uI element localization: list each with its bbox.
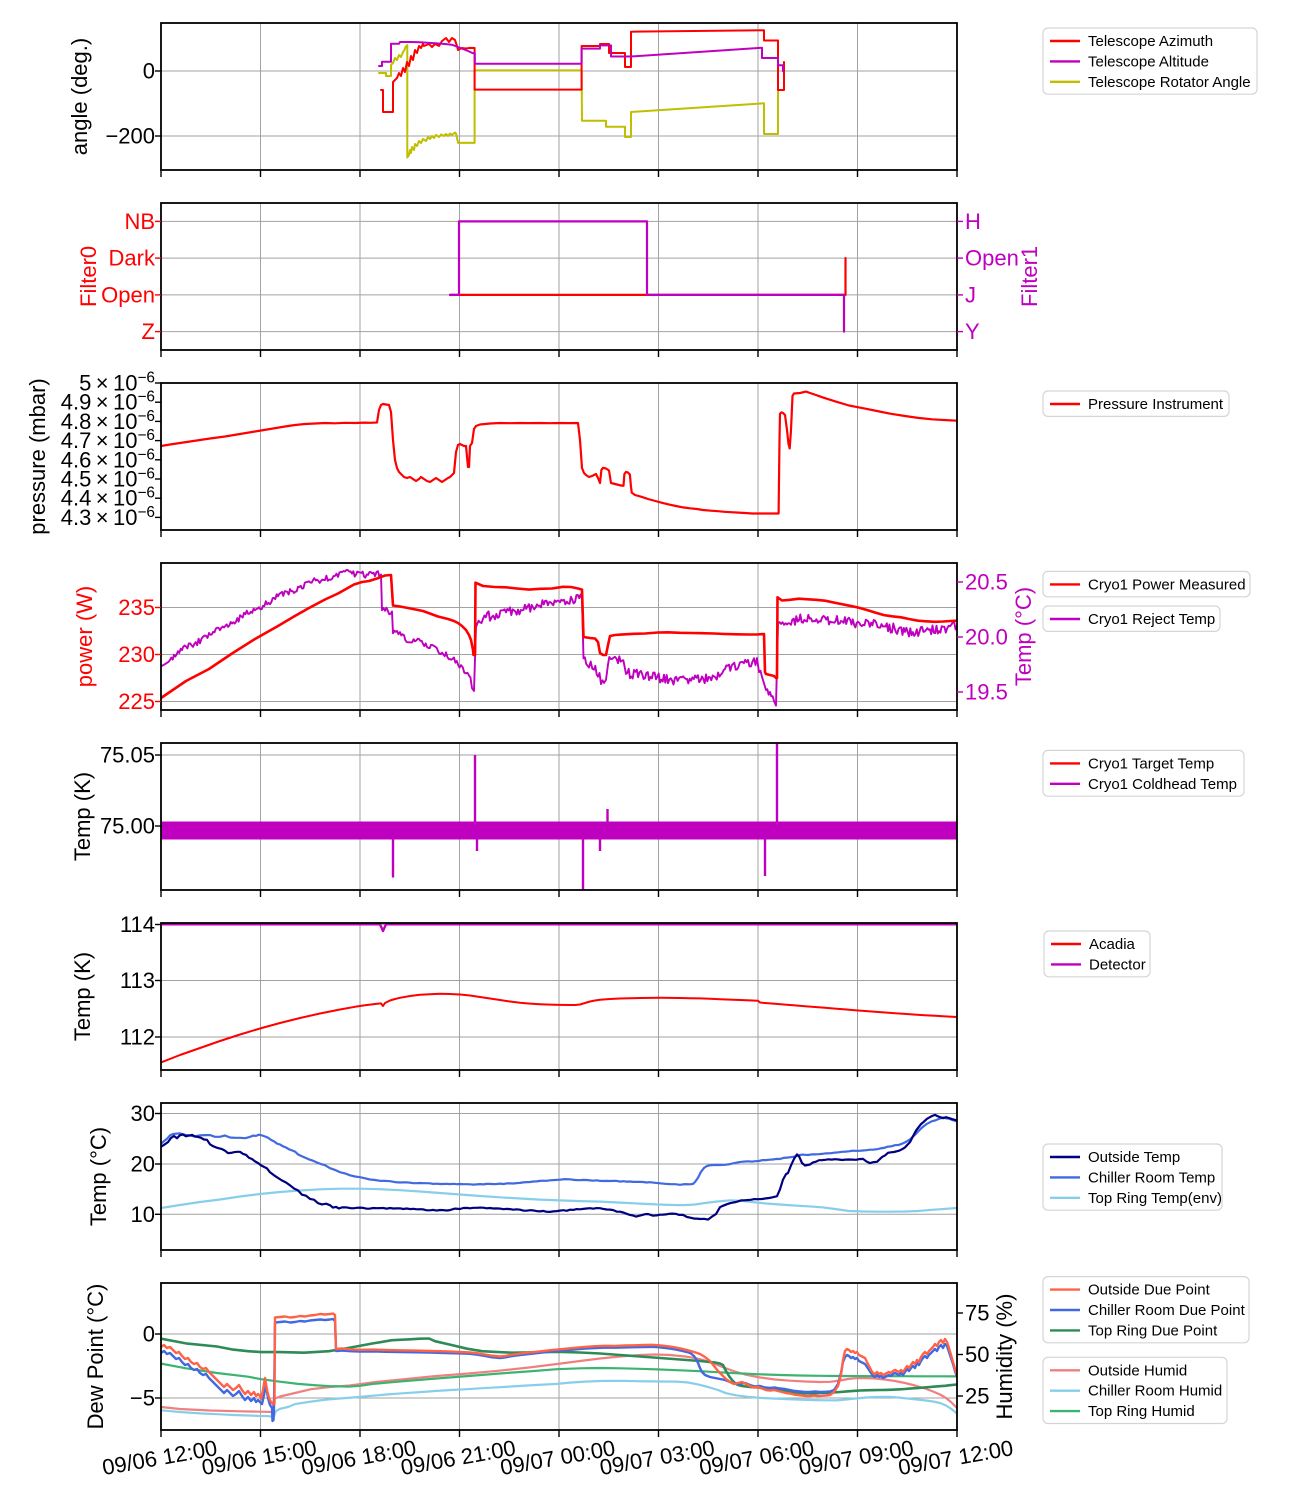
svg-text:Dew Point (°C): Dew Point (°C) [83, 1284, 108, 1430]
svg-text:50: 50 [965, 1342, 989, 1367]
svg-text:112: 112 [120, 1025, 155, 1050]
svg-text:75.00: 75.00 [100, 814, 155, 839]
svg-text:10: 10 [131, 1202, 155, 1227]
svg-text:Outside Due Point: Outside Due Point [1088, 1282, 1211, 1299]
svg-text:−5: −5 [130, 1386, 155, 1411]
svg-text:4.4 × 10−6: 4.4 × 10−6 [61, 485, 155, 511]
svg-text:230: 230 [118, 642, 155, 667]
svg-text:Chiller Room Humid: Chiller Room Humid [1088, 1383, 1222, 1400]
svg-text:−200: −200 [105, 124, 155, 149]
svg-text:19.5: 19.5 [965, 680, 1008, 705]
svg-text:Chiller Room Due Point: Chiller Room Due Point [1088, 1302, 1246, 1319]
svg-text:Acadia: Acadia [1089, 936, 1136, 953]
svg-text:Detector: Detector [1089, 956, 1146, 973]
svg-text:Y: Y [965, 319, 980, 344]
svg-text:Temp (K): Temp (K) [70, 952, 95, 1041]
svg-text:Cryo1 Reject Temp: Cryo1 Reject Temp [1088, 611, 1215, 628]
svg-text:Outside Temp: Outside Temp [1088, 1149, 1180, 1166]
svg-text:Telescope Azimuth: Telescope Azimuth [1088, 33, 1213, 50]
svg-text:Outside Humid: Outside Humid [1088, 1362, 1187, 1379]
svg-text:Telescope Altitude: Telescope Altitude [1088, 53, 1209, 70]
svg-text:Filter0: Filter0 [76, 246, 101, 307]
svg-text:Temp (K): Temp (K) [70, 772, 95, 861]
svg-text:J: J [965, 282, 976, 307]
svg-text:25: 25 [965, 1384, 989, 1409]
svg-text:NB: NB [124, 209, 155, 234]
svg-text:0: 0 [143, 1322, 155, 1347]
svg-text:Z: Z [142, 319, 155, 344]
svg-text:Top Ring Due Point: Top Ring Due Point [1088, 1322, 1218, 1339]
svg-text:Cryo1 Coldhead Temp: Cryo1 Coldhead Temp [1088, 776, 1237, 793]
svg-text:power (W): power (W) [72, 586, 97, 687]
svg-text:pressure (mbar): pressure (mbar) [25, 378, 50, 534]
svg-text:75: 75 [965, 1301, 989, 1326]
svg-text:Temp (°C): Temp (°C) [1011, 587, 1036, 686]
svg-text:Top Ring Temp(env): Top Ring Temp(env) [1088, 1190, 1222, 1207]
svg-text:Dark: Dark [109, 246, 156, 271]
svg-text:Top Ring Humid: Top Ring Humid [1088, 1403, 1195, 1420]
svg-text:75.05: 75.05 [100, 743, 155, 768]
svg-text:20.0: 20.0 [965, 625, 1008, 650]
svg-text:Filter1: Filter1 [1017, 246, 1042, 307]
svg-text:20.5: 20.5 [965, 570, 1008, 595]
svg-text:Open: Open [965, 246, 1019, 271]
svg-text:Humidity (%): Humidity (%) [992, 1294, 1017, 1420]
svg-text:225: 225 [118, 689, 155, 714]
svg-text:Temp (°C): Temp (°C) [86, 1127, 111, 1226]
svg-text:30: 30 [131, 1101, 155, 1126]
svg-text:Chiller Room Temp: Chiller Room Temp [1088, 1169, 1215, 1186]
svg-text:Cryo1 Target Temp: Cryo1 Target Temp [1088, 755, 1214, 772]
svg-text:Cryo1 Power Measured: Cryo1 Power Measured [1088, 576, 1246, 593]
svg-text:235: 235 [118, 595, 155, 620]
svg-text:113: 113 [120, 968, 155, 993]
svg-text:Pressure Instrument: Pressure Instrument [1088, 396, 1224, 413]
svg-text:angle (deg.): angle (deg.) [67, 38, 92, 155]
svg-text:Telescope Rotator Angle: Telescope Rotator Angle [1088, 74, 1251, 91]
svg-text:20: 20 [131, 1152, 155, 1177]
svg-text:H: H [965, 209, 981, 234]
svg-text:Open: Open [101, 282, 155, 307]
svg-text:114: 114 [120, 912, 155, 937]
svg-text:0: 0 [143, 59, 155, 84]
